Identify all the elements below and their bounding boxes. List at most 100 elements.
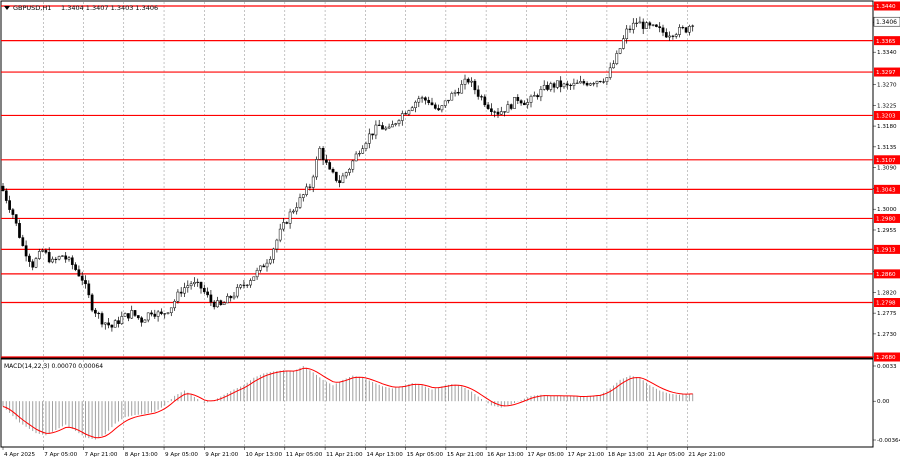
last-price-box [873,16,900,27]
candle-body [447,99,450,102]
candle-body [11,209,15,215]
candle-body [539,89,543,98]
candles-layer [1,16,695,332]
candle-body [688,25,691,33]
candle-body [562,83,566,88]
candle-body [684,27,688,33]
level-label-box [874,36,900,46]
candle-body [490,108,493,112]
candle-body [219,300,223,305]
candle-body [308,186,312,188]
candle-body [41,250,44,252]
candle-body [374,124,378,136]
price-tick-label: 1.2775 [877,311,897,317]
candle-body [97,312,101,315]
candle-body [354,153,358,162]
candle-body [123,313,127,317]
candle-body [146,312,150,321]
candle-body [348,168,351,173]
candle-body [424,97,427,101]
candle-body [80,275,84,281]
candle-body [410,107,414,111]
candle-body [483,96,487,106]
candle-body [8,200,11,210]
candle-body [414,101,417,108]
candle-body [70,257,74,265]
price-tick-label: 1.3180 [877,124,897,130]
candle-body [160,311,163,314]
candle-body [338,180,341,184]
candle-body [506,104,510,113]
level-label-box [874,352,900,362]
candle-body [503,111,506,113]
candle-body [655,24,658,27]
candle-body [113,320,117,328]
level-label: 1.2860 [876,272,896,278]
candle-body [661,27,665,33]
candle-body [598,80,602,83]
candle-body [169,307,173,313]
candle-body [265,262,269,268]
candle-body [1,185,5,192]
candle-body [275,239,279,250]
candle-body [358,153,361,155]
candle-body [420,97,424,99]
chart-header: GBPUSD,H1 1.3404 1.3407 1.3403 1.3406 [4,4,158,12]
horizontal-levels [1,5,873,358]
candle-body [103,322,107,325]
candle-body [602,81,605,83]
candle-body [130,310,134,319]
candle-body [681,27,685,29]
candle-body [143,319,147,323]
candle-body [4,190,8,201]
price-tick-label: 1.2730 [877,332,897,338]
candle-body [668,35,671,38]
candle-body [532,95,536,97]
candle-body [612,63,615,69]
candle-body [315,159,318,178]
level-label-box [874,1,900,11]
candle-body [325,159,328,163]
candle-body [226,295,229,304]
candle-body [523,102,526,106]
time-tick-label: 17 Apr 05:00 [527,452,564,458]
candle-body [94,309,97,314]
candle-body [120,316,124,324]
candle-body [493,111,497,113]
candle-body [14,214,18,224]
candle-body [473,80,477,91]
candle-body [229,295,233,299]
candle-body [305,186,308,195]
candle-body [466,78,470,83]
candle-body [74,264,77,270]
candle-body [585,82,589,86]
candle-body [377,124,381,126]
candle-body [21,237,25,246]
candle-body [546,84,549,90]
candle-body [397,120,401,124]
candle-body [235,287,239,297]
candle-body [341,175,345,184]
candle-body [509,104,513,109]
candle-body [628,28,632,30]
level-label: 1.3440 [876,4,896,10]
candle-body [282,222,285,230]
candle-body [631,22,635,30]
price-tick-label: 1.3225 [877,103,897,109]
macd-tick-label: 0.0033 [877,364,897,370]
level-label: 1.2798 [876,301,896,307]
candle-body [407,110,411,115]
candle-body [638,21,642,24]
candle-body [394,123,398,125]
candle-body [173,301,176,309]
time-tick-label: 9 Apr 05:00 [165,452,198,458]
level-label-box [874,110,900,120]
menu-triangle-icon[interactable] [4,6,10,10]
candle-body [196,281,200,283]
level-label: 1.2980 [876,217,896,223]
candle-body [480,96,483,98]
macd-label: MACD(14,22,3) 0.00070 0.00064 [4,363,103,370]
candle-body [404,113,407,115]
candle-body [592,83,596,85]
